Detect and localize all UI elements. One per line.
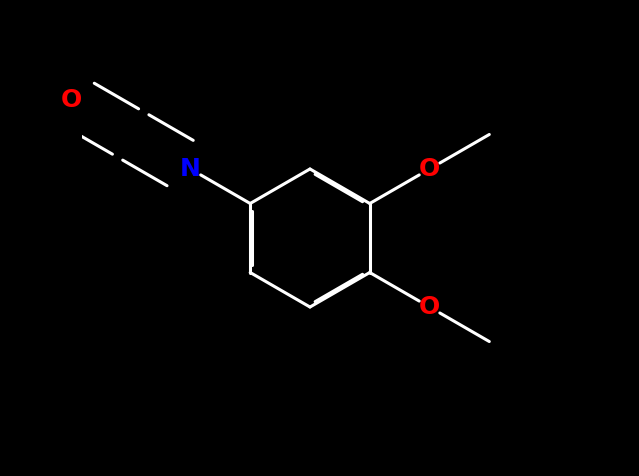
Text: O: O [419,157,440,181]
Text: N: N [180,157,201,181]
Text: O: O [60,88,82,112]
Text: O: O [419,295,440,319]
